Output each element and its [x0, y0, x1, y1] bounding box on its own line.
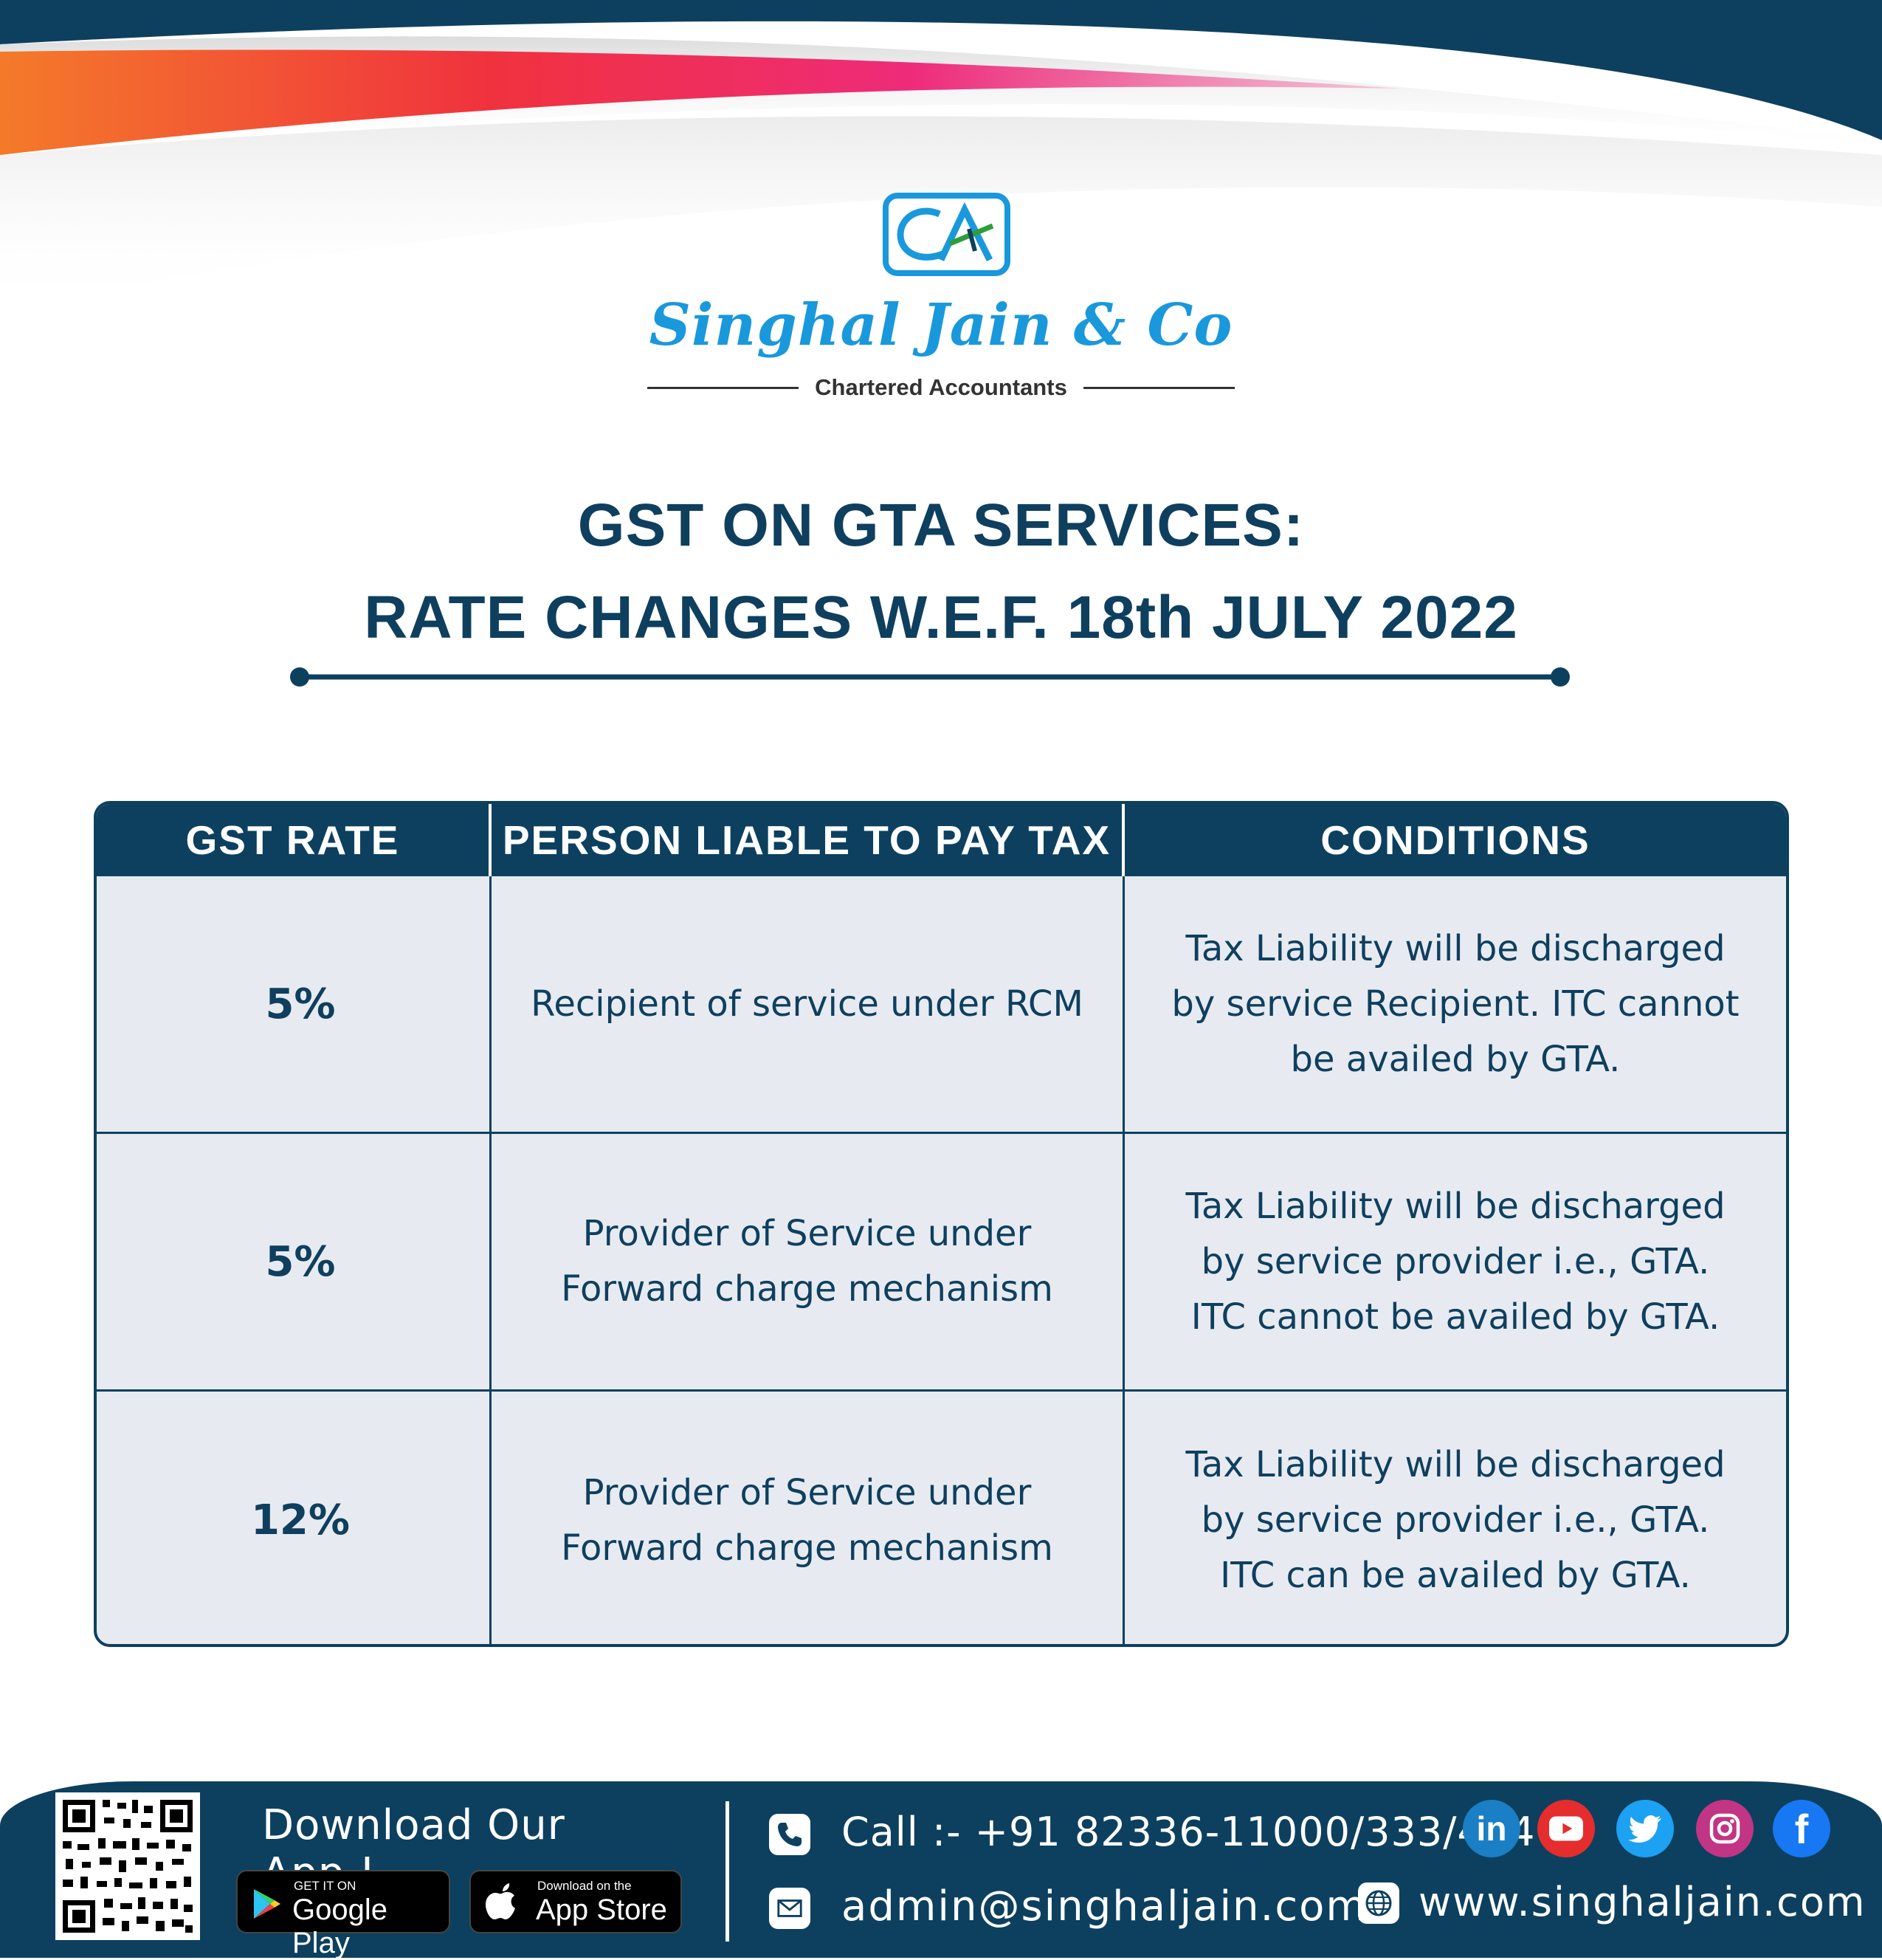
tagline-divider: [1083, 386, 1235, 389]
tagline-divider: [647, 386, 799, 389]
google-play-button[interactable]: GET IT ON Google Play: [236, 1870, 450, 1959]
gst-rate-table: GST RATE PERSON LIABLE TO PAY TAX CONDIT…: [94, 801, 1789, 1647]
tagline: Chartered Accountants: [815, 374, 1067, 400]
apple-icon: [486, 1883, 515, 1919]
footer-divider: [725, 1801, 729, 1942]
instagram-icon[interactable]: [1696, 1800, 1754, 1857]
phone-icon: [769, 1814, 810, 1855]
ca-logo-icon: [883, 193, 1010, 276]
person-line: Forward charge mechanism: [561, 1268, 1053, 1310]
conditions-cell: Tax Liability will be discharged by serv…: [1125, 1392, 1786, 1644]
table-header: GST RATE PERSON LIABLE TO PAY TAX CONDIT…: [97, 804, 1786, 876]
title-underline: [290, 667, 1570, 687]
table-row: 5% Provider of Service under Forward cha…: [97, 1134, 1786, 1392]
page-title-line-1: GST ON GTA SERVICES:: [577, 492, 1305, 559]
header-person-liable: PERSON LIABLE TO PAY TAX: [492, 804, 1125, 876]
twitter-icon[interactable]: [1616, 1800, 1674, 1857]
condition-line: Tax Liability will be discharged: [1185, 1444, 1726, 1485]
condition-line: Tax Liability will be discharged: [1185, 1185, 1726, 1227]
person-line: Provider of Service under: [582, 1213, 1032, 1254]
rate-value: 5%: [265, 1237, 336, 1286]
app-store-small-text: Download on the: [537, 1879, 632, 1893]
app-store-button[interactable]: Download on the App Store: [469, 1870, 682, 1933]
condition-line: Tax Liability will be discharged: [1185, 927, 1726, 969]
condition-line: be availed by GTA.: [1290, 1038, 1621, 1080]
header-gst-rate: GST RATE: [97, 804, 492, 876]
header-conditions: CONDITIONS: [1320, 817, 1590, 863]
person-cell: Recipient of service under RCM: [492, 876, 1125, 1132]
email-icon: [769, 1888, 810, 1929]
person-cell: Provider of Service under Forward charge…: [492, 1134, 1125, 1389]
rate-value: 12%: [250, 1496, 351, 1544]
youtube-icon[interactable]: [1537, 1800, 1595, 1857]
condition-line: by service Recipient. ITC cannot: [1171, 983, 1740, 1025]
person-cell: Provider of Service under Forward charge…: [492, 1392, 1125, 1644]
rate-cell: 5%: [97, 876, 492, 1132]
tagline-row: Chartered Accountants: [0, 373, 1882, 402]
condition-line: by service provider i.e., GTA.: [1201, 1240, 1710, 1282]
table-body: 5% Recipient of service under RCM Tax Li…: [97, 876, 1786, 1644]
table-row: 12% Provider of Service under Forward ch…: [97, 1392, 1786, 1644]
condition-line: ITC can be availed by GTA.: [1220, 1555, 1691, 1596]
rate-value: 5%: [265, 980, 336, 1028]
conditions-cell: Tax Liability will be discharged by serv…: [1125, 1134, 1786, 1389]
condition-line: by service provider i.e., GTA.: [1201, 1499, 1710, 1541]
globe-icon: [1358, 1882, 1399, 1924]
google-play-icon: [254, 1889, 280, 1919]
website-text[interactable]: www.singhaljain.com: [1419, 1879, 1867, 1925]
header-swoosh: [0, 0, 1882, 310]
qr-code-icon[interactable]: [55, 1792, 200, 1940]
rate-cell: 5%: [97, 1134, 492, 1389]
email-text[interactable]: admin@singhaljain.com: [841, 1882, 1368, 1930]
person-line: Recipient of service under RCM: [531, 983, 1083, 1025]
page-title-line-2: RATE CHANGES W.E.F. 18th JULY 2022: [364, 584, 1518, 651]
table-row: 5% Recipient of service under RCM Tax Li…: [97, 876, 1786, 1134]
person-line: Provider of Service under: [582, 1471, 1032, 1513]
firm-name: Singhal Jain & Co: [649, 292, 1233, 359]
google-play-label: Google Play: [292, 1894, 387, 1959]
rate-cell: 12%: [97, 1392, 492, 1644]
google-play-small-text: GET IT ON: [294, 1879, 356, 1893]
person-line: Forward charge mechanism: [561, 1527, 1053, 1569]
app-store-label: App Store: [536, 1894, 667, 1926]
condition-line: ITC cannot be availed by GTA.: [1190, 1296, 1720, 1338]
linkedin-icon[interactable]: in: [1463, 1800, 1520, 1857]
conditions-cell: Tax Liability will be discharged by serv…: [1125, 876, 1786, 1132]
facebook-icon[interactable]: f: [1773, 1800, 1830, 1857]
phone-text[interactable]: Call :- +91 82336-11000/333/444: [841, 1809, 1536, 1855]
